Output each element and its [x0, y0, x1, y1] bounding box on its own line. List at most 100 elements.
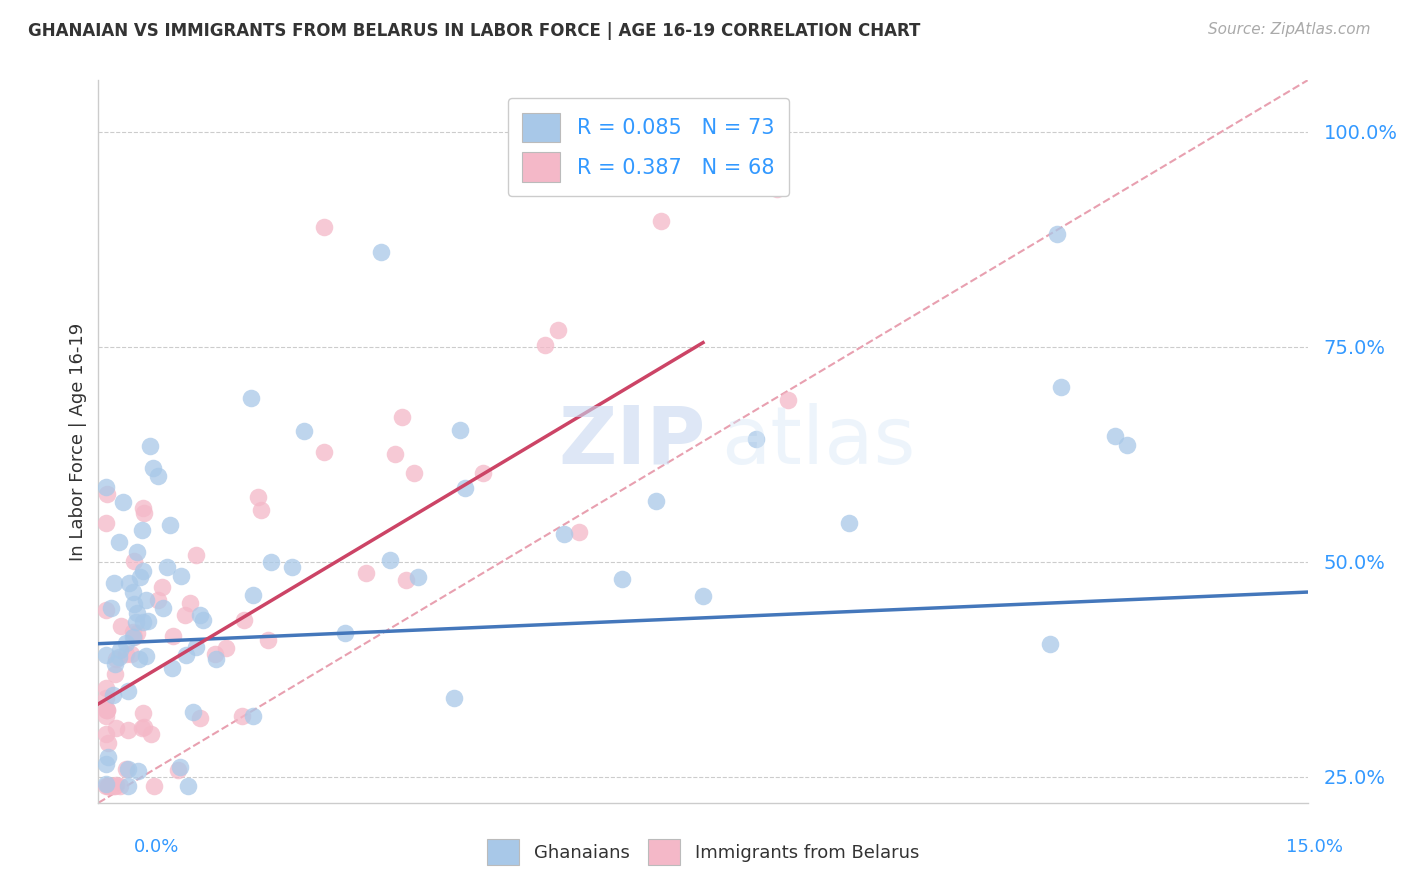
Point	[104, 778, 127, 792]
Point	[134, 506, 156, 520]
Point	[117, 762, 139, 776]
Point	[838, 516, 860, 530]
Point	[105, 721, 128, 735]
Point	[142, 460, 165, 475]
Point	[110, 779, 132, 793]
Point	[333, 626, 356, 640]
Point	[231, 708, 253, 723]
Point	[370, 245, 392, 260]
Legend: Ghanaians, Immigrants from Belarus: Ghanaians, Immigrants from Belarus	[478, 830, 928, 874]
Point	[443, 690, 465, 705]
Point	[135, 649, 157, 664]
Point	[96, 703, 118, 717]
Text: ZIP: ZIP	[558, 402, 706, 481]
Point	[356, 566, 378, 581]
Point	[177, 779, 200, 793]
Point	[96, 727, 118, 741]
Point	[100, 601, 122, 615]
Point	[110, 642, 132, 657]
Point	[160, 661, 183, 675]
Point	[547, 323, 569, 337]
Point	[1049, 380, 1071, 394]
Point	[122, 630, 145, 644]
Point	[131, 524, 153, 538]
Point	[449, 423, 471, 437]
Point	[97, 736, 120, 750]
Point	[136, 614, 159, 628]
Point	[1046, 227, 1069, 241]
Point	[96, 779, 118, 793]
Point	[169, 760, 191, 774]
Point	[146, 593, 169, 607]
Point	[121, 647, 143, 661]
Point	[96, 691, 118, 706]
Point	[96, 703, 118, 717]
Point	[472, 466, 495, 480]
Point	[117, 684, 139, 698]
Point	[170, 569, 193, 583]
Point	[242, 588, 264, 602]
Point	[127, 544, 149, 558]
Point	[103, 576, 125, 591]
Point	[215, 640, 238, 655]
Point	[179, 596, 201, 610]
Point	[114, 762, 136, 776]
Point	[132, 720, 155, 734]
Point	[129, 570, 152, 584]
Point	[115, 635, 138, 649]
Point	[650, 213, 672, 227]
Point	[1104, 429, 1126, 443]
Point	[122, 624, 145, 639]
Point	[96, 757, 118, 772]
Point	[96, 681, 118, 695]
Point	[204, 651, 226, 665]
Point	[204, 647, 226, 661]
Point	[111, 495, 134, 509]
Text: Source: ZipAtlas.com: Source: ZipAtlas.com	[1208, 22, 1371, 37]
Point	[645, 493, 668, 508]
Point	[138, 439, 160, 453]
Point	[103, 688, 125, 702]
Point	[118, 575, 141, 590]
Point	[193, 613, 215, 627]
Point	[98, 779, 121, 793]
Point	[181, 705, 204, 719]
Point	[745, 432, 768, 446]
Point	[1115, 438, 1137, 452]
Point	[132, 615, 155, 630]
Point	[406, 570, 429, 584]
Point	[384, 446, 406, 460]
Point	[250, 503, 273, 517]
Point	[96, 480, 118, 494]
Point	[152, 600, 174, 615]
Point	[96, 777, 118, 791]
Legend: R = 0.085   N = 73, R = 0.387   N = 68: R = 0.085 N = 73, R = 0.387 N = 68	[508, 98, 789, 196]
Point	[146, 469, 169, 483]
Point	[292, 424, 315, 438]
Point	[131, 500, 153, 515]
Point	[122, 598, 145, 612]
Point	[96, 702, 118, 716]
Point	[127, 607, 149, 621]
Point	[97, 779, 120, 793]
Point	[184, 548, 207, 562]
Point	[117, 723, 139, 737]
Point	[162, 629, 184, 643]
Point	[402, 466, 425, 480]
Point	[124, 631, 146, 645]
Point	[391, 409, 413, 424]
Point	[107, 534, 129, 549]
Point	[242, 709, 264, 723]
Point	[612, 572, 634, 586]
Point	[104, 652, 127, 666]
Point	[135, 592, 157, 607]
Point	[159, 517, 181, 532]
Point	[104, 779, 127, 793]
Point	[143, 779, 166, 793]
Text: 15.0%: 15.0%	[1285, 838, 1343, 856]
Point	[96, 603, 118, 617]
Point	[132, 564, 155, 578]
Point	[97, 750, 120, 764]
Point	[108, 650, 131, 665]
Point	[117, 779, 139, 793]
